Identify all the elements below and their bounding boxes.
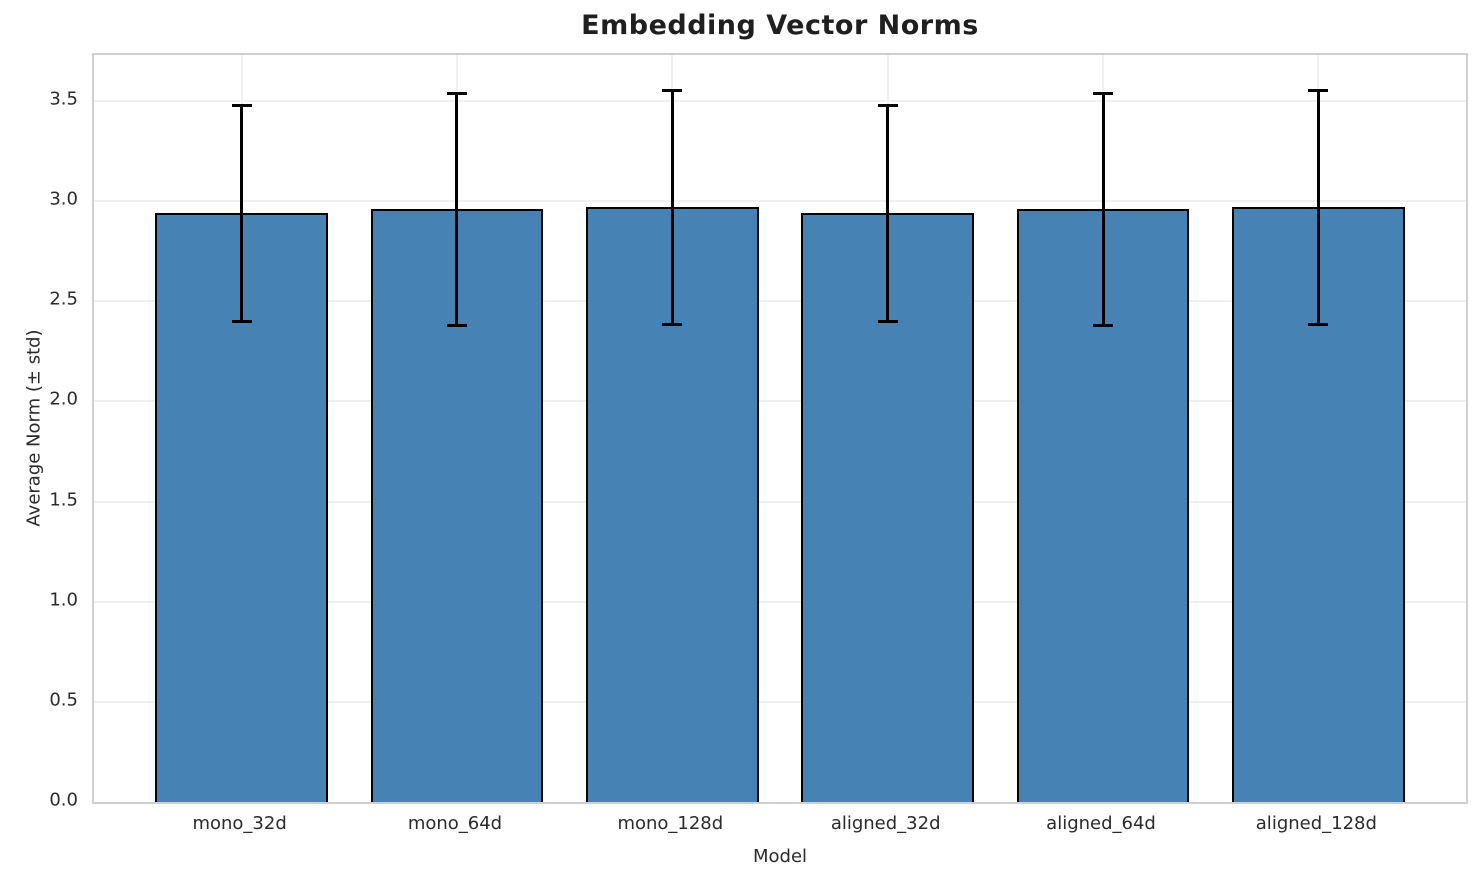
y-tick-label: 3.0	[49, 188, 78, 210]
h-gridline	[94, 100, 1466, 103]
h-gridline	[94, 700, 1466, 703]
y-tick-label: 0.5	[49, 689, 78, 711]
h-gridline	[94, 400, 1466, 403]
x-axis-label: Model	[752, 846, 808, 867]
error-bar-line	[670, 90, 674, 325]
error-bar-cap-bottom	[1308, 322, 1329, 326]
y-tick-label: 1.5	[49, 489, 78, 511]
h-gridline	[94, 600, 1466, 603]
x-tick-label: mono_64d	[407, 813, 503, 834]
error-bar-cap-top	[231, 103, 252, 107]
y-tick-label: 2.5	[49, 288, 78, 310]
error-bar-cap-top	[1308, 88, 1329, 92]
error-bar-cap-top	[1093, 91, 1114, 95]
error-bar-line	[1101, 93, 1105, 326]
y-tick-label: 0.0	[49, 789, 78, 811]
error-bar-cap-top	[877, 103, 898, 107]
error-bar-line	[886, 105, 890, 322]
h-gridline	[94, 300, 1466, 303]
x-tick-label: aligned_128d	[1255, 813, 1377, 834]
error-bar-cap-bottom	[877, 319, 898, 323]
error-bar-line	[240, 105, 244, 322]
error-bar-cap-bottom	[231, 319, 252, 323]
plot-area	[92, 53, 1468, 804]
h-gridline	[94, 500, 1466, 503]
error-bar-line	[455, 93, 459, 326]
x-tick-label: mono_32d	[192, 813, 287, 834]
error-bar-line	[1316, 90, 1320, 325]
y-tick-label: 1.0	[49, 589, 78, 611]
y-tick-label: 2.0	[49, 388, 78, 410]
x-tick-label: mono_128d	[617, 813, 724, 834]
y-axis-ticks: 0.0 0.5 1.0 1.5 2.0 2.5 3.0 3.5	[0, 53, 80, 811]
chart-title: Embedding Vector Norms	[581, 10, 979, 41]
x-tick-label: aligned_32d	[830, 813, 941, 834]
error-bar-cap-top	[662, 88, 683, 92]
x-tick-label: aligned_64d	[1046, 813, 1156, 834]
error-bar-cap-bottom	[1093, 323, 1114, 327]
y-tick-label: 3.5	[49, 88, 78, 110]
error-bar-cap-top	[446, 91, 467, 95]
x-axis-ticks: mono_32d mono_64d mono_128d aligned_32d alig…	[92, 813, 1468, 839]
error-bar-cap-bottom	[662, 322, 683, 326]
error-bar-cap-bottom	[446, 323, 467, 327]
h-gridline	[94, 200, 1466, 203]
